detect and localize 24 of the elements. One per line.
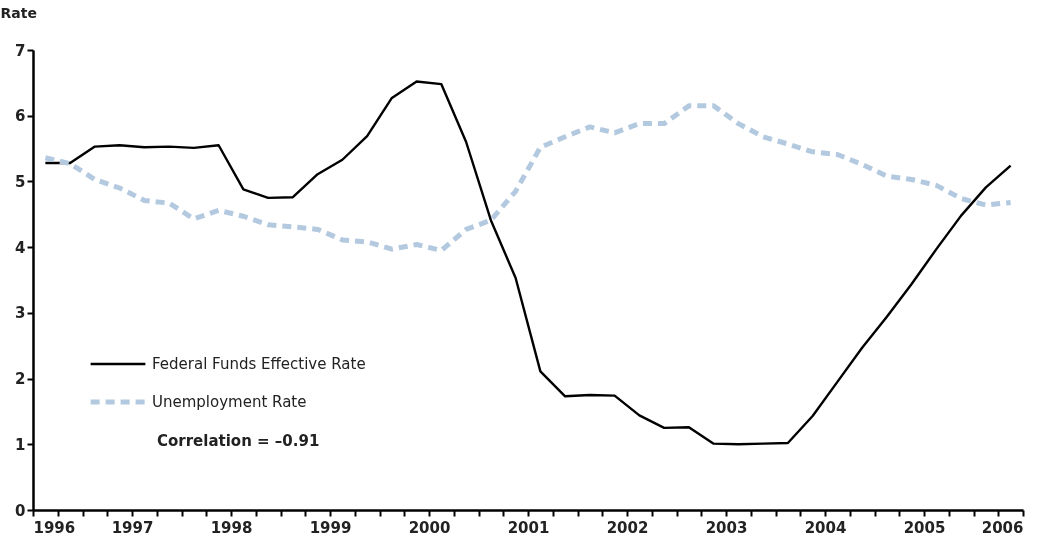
legend-label: Federal Funds Effective Rate xyxy=(152,355,366,373)
y-tick-label: 5 xyxy=(15,172,26,191)
line-series xyxy=(44,80,1012,446)
y-tick-label: 1 xyxy=(15,435,26,454)
y-tick-label: 3 xyxy=(15,304,26,323)
x-tick-label: 2006 xyxy=(981,518,1024,537)
x-tick-label: 2001 xyxy=(507,518,550,537)
x-tick-label: 2003 xyxy=(705,518,748,537)
annotation: Correlation = –0.91 xyxy=(157,432,320,450)
x-tick-label: 2004 xyxy=(804,518,847,537)
y-axis-title: Rate xyxy=(0,4,37,21)
y-tick-label: 4 xyxy=(15,238,26,257)
x-tick-label: 2002 xyxy=(606,518,649,537)
y-tick-label: 7 xyxy=(15,41,26,60)
x-tick-label: 1996 xyxy=(33,518,76,537)
y-tick-label: 2 xyxy=(15,370,26,389)
legend-label: Unemployment Rate xyxy=(152,393,307,411)
x-tick-label: 2005 xyxy=(903,518,946,537)
x-tick-label: 1997 xyxy=(111,518,154,537)
x-tick-label: 1998 xyxy=(210,518,253,537)
x-tick-label: 2000 xyxy=(408,518,451,537)
y-tick-label: 0 xyxy=(15,501,26,520)
x-tick-label: 1999 xyxy=(309,518,352,537)
y-tick-label: 6 xyxy=(15,107,26,126)
